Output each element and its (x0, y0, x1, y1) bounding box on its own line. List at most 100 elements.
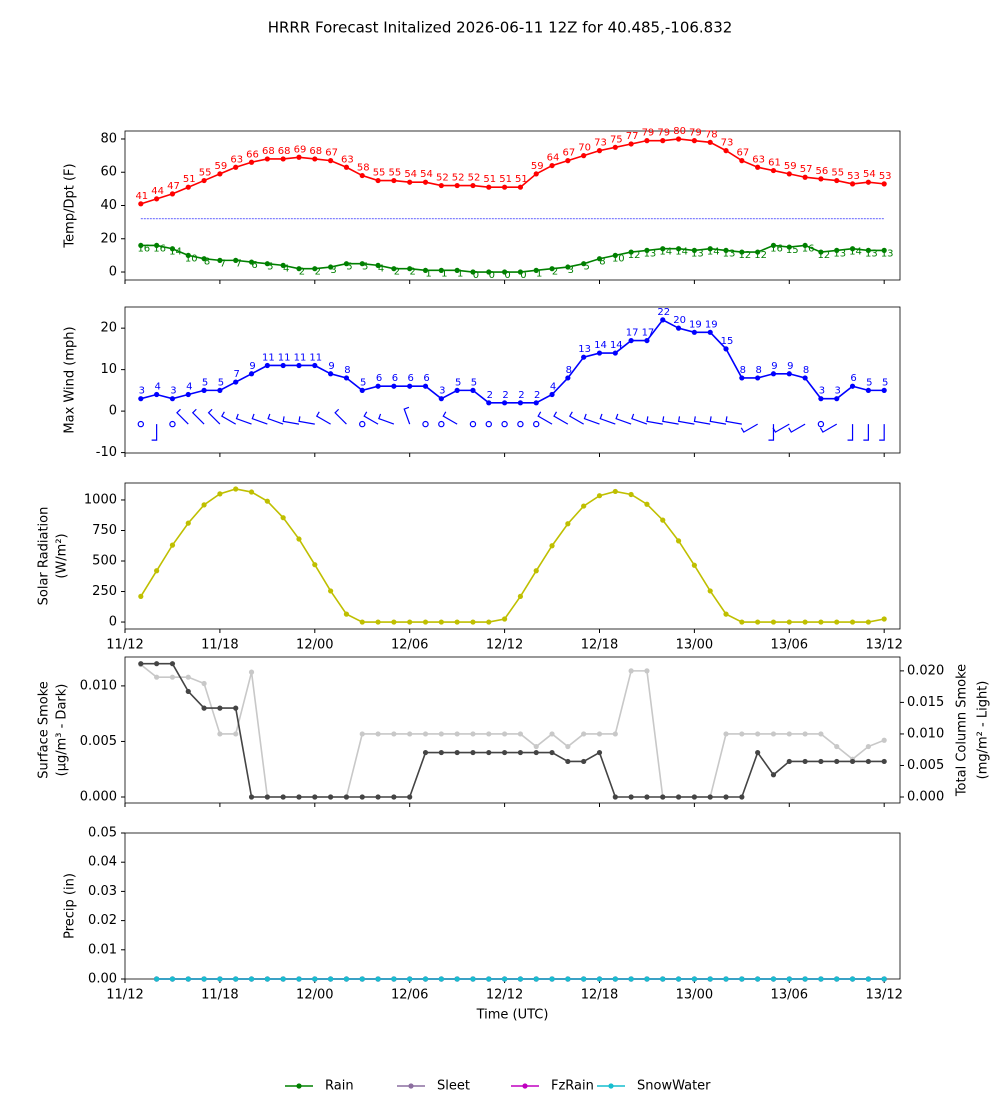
point (201, 705, 207, 711)
data-label: 13 (833, 248, 846, 259)
wind-calm (485, 420, 492, 428)
wind-barb (583, 413, 600, 425)
data-label: 1 (441, 268, 447, 279)
point (233, 379, 239, 385)
wind-barb (334, 408, 347, 425)
y-tick-label: -10 (96, 445, 117, 460)
point (328, 976, 334, 982)
data-label: 13 (881, 248, 894, 259)
data-label: 13 (578, 344, 591, 355)
point (438, 267, 444, 273)
point (201, 256, 207, 262)
wind-calm (469, 420, 477, 428)
data-label: 2 (502, 390, 508, 401)
point (533, 400, 539, 406)
data-label: 11 (294, 352, 307, 363)
wind-barb (207, 408, 221, 425)
series-line (140, 663, 885, 798)
point (612, 350, 618, 356)
point (407, 794, 413, 800)
point (612, 794, 618, 800)
data-label: 6 (408, 373, 414, 384)
point (818, 976, 824, 982)
point (169, 542, 176, 548)
point (565, 375, 571, 381)
point (818, 176, 824, 182)
data-label: 52 (468, 173, 481, 184)
point (628, 976, 634, 982)
point (786, 758, 792, 765)
point (612, 976, 618, 982)
axis-label: Temp/Dpt (F) (63, 163, 78, 248)
point (391, 731, 397, 737)
point (565, 743, 571, 750)
wind-barb (298, 416, 315, 425)
data-label: 7 (220, 258, 226, 269)
wind-barb (251, 413, 268, 425)
point (391, 619, 397, 625)
point (407, 619, 413, 625)
point (549, 976, 555, 982)
data-label: 77 (626, 131, 639, 142)
data-label: 64 (547, 153, 560, 164)
point (723, 731, 729, 737)
x-tick-label: 12/00 (296, 988, 333, 1003)
data-label: 52 (436, 173, 449, 184)
point (264, 156, 270, 162)
wind-calm (517, 420, 524, 428)
point (707, 588, 713, 594)
data-label: 9 (328, 361, 334, 372)
point (454, 619, 460, 625)
wind-barb (235, 413, 252, 425)
wind-barb (847, 424, 854, 441)
x-tick-label: 11/18 (201, 638, 238, 653)
data-label: 14 (594, 340, 607, 351)
data-label: 11 (262, 352, 275, 363)
point (565, 758, 571, 765)
x-tick-label: 13/06 (771, 638, 808, 653)
point (312, 976, 318, 982)
point (786, 371, 792, 377)
data-label: 5 (218, 377, 224, 388)
data-label: 0 (504, 270, 510, 281)
series-line (140, 662, 885, 798)
data-label: 67 (736, 148, 749, 159)
point (818, 731, 824, 737)
y2-tick-label: 0.020 (907, 663, 944, 678)
point (770, 976, 777, 982)
point (185, 688, 191, 695)
point (565, 264, 571, 270)
point (533, 171, 539, 177)
point (707, 139, 713, 145)
point (343, 375, 350, 381)
data-label: 12 (754, 250, 767, 261)
point (596, 976, 603, 982)
point (723, 247, 729, 253)
data-label: 41 (135, 191, 148, 202)
point (169, 246, 176, 252)
point (359, 976, 365, 982)
x-tick-label: 13/12 (865, 638, 902, 653)
point (834, 743, 840, 750)
point (770, 242, 777, 249)
x-tick-label: 12/18 (581, 638, 618, 653)
point (549, 266, 555, 272)
point (723, 976, 729, 982)
point (675, 246, 682, 252)
point (802, 174, 808, 180)
data-label: 6 (376, 373, 382, 384)
point (802, 976, 808, 982)
data-label: 2 (552, 267, 558, 278)
point (422, 179, 429, 185)
data-label: 8 (803, 365, 809, 376)
series-line (140, 138, 885, 205)
point (660, 246, 666, 252)
plot-frame (124, 656, 901, 804)
point (375, 976, 381, 982)
point (312, 156, 318, 162)
point (612, 488, 618, 495)
y-tick-label: 60 (100, 165, 117, 180)
point (596, 493, 603, 499)
wind-barb (879, 424, 885, 441)
point (770, 731, 777, 737)
